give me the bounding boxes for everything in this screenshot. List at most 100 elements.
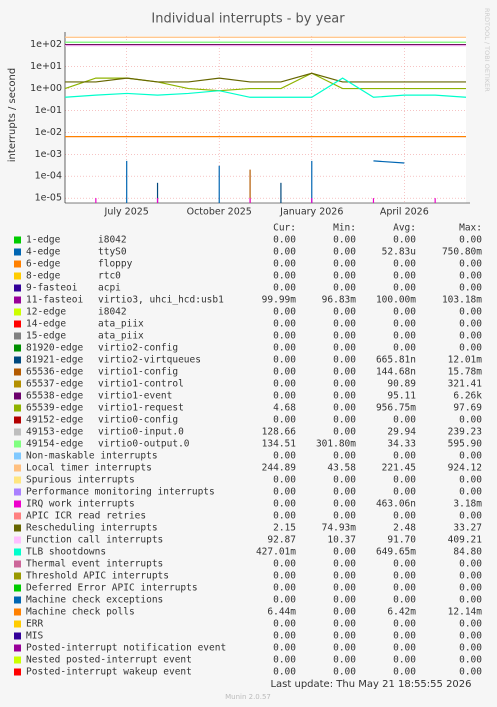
legend-stat: 301.80m (316, 439, 356, 450)
legend-stat: 0.00 (333, 247, 356, 258)
legend-stat: 0.00 (333, 403, 356, 414)
legend-stat: 0.00 (273, 271, 296, 282)
legend-desc: ttyS0 (98, 247, 127, 258)
legend-stat: 0.00 (333, 511, 356, 522)
legend-stat: 0.00 (393, 259, 416, 270)
legend-stat: 0.00 (273, 475, 296, 486)
legend-stat: 0.00 (393, 307, 416, 318)
legend-stat: 0.00 (333, 547, 356, 558)
legend-stat: 0.00 (273, 355, 296, 366)
x-tick-label: January 2026 (279, 207, 343, 218)
legend-swatch (14, 452, 21, 460)
legend-header: Max: (459, 223, 482, 234)
legend-swatch (14, 356, 21, 364)
side-label: RRDTOOL / TOBI OETIKER (483, 8, 491, 92)
legend-stat: 0.00 (273, 379, 296, 390)
legend-stat: 0.00 (459, 259, 482, 270)
legend-stat: 221.45 (382, 463, 416, 474)
legend-stat: 463.06n (376, 499, 416, 510)
legend-stat: 0.00 (459, 415, 482, 426)
legend-name: Nested posted-interrupt event (26, 655, 192, 666)
legend-swatch (14, 380, 21, 388)
legend-name: Rescheduling interrupts (26, 523, 158, 534)
legend-desc: acpi (98, 283, 121, 294)
legend-desc: i8042 (98, 235, 127, 246)
y-tick-label: 1e-05 (35, 193, 62, 204)
legend-stat: 0.00 (459, 331, 482, 342)
y-tick-label: 1e+02 (30, 39, 62, 50)
legend-stat: 321.41 (448, 379, 483, 390)
legend-stat: 3.18m (453, 499, 482, 510)
legend-stat: 95.11 (387, 391, 416, 402)
legend-swatch (14, 656, 21, 664)
y-axis-label: interrupts / second (7, 68, 18, 162)
legend-stat: 43.58 (327, 463, 356, 474)
legend-header: Avg: (393, 223, 416, 234)
legend-name: 8-edge (26, 271, 61, 282)
legend-stat: 0.00 (393, 487, 416, 498)
legend-swatch (14, 584, 21, 592)
legend-swatch (14, 596, 21, 604)
legend-stat: 0.00 (459, 559, 482, 570)
legend-stat: 0.00 (393, 451, 416, 462)
legend-name: Local timer interrupts (26, 463, 152, 474)
legend-name: 65536-edge (26, 367, 83, 378)
legend-stat: 244.89 (262, 463, 297, 474)
legend-stat: 99.99m (262, 295, 297, 306)
legend-stat: 0.00 (273, 247, 296, 258)
y-tick-label: 1e-01 (35, 105, 62, 116)
legend-stat: 0.00 (459, 667, 482, 678)
legend-name: 14-edge (26, 319, 66, 330)
legend-stat: 0.00 (273, 235, 296, 246)
legend-name: 65539-edge (26, 403, 83, 414)
legend-swatch (14, 512, 21, 520)
legend-swatch (14, 524, 21, 532)
legend-name: 11-fasteoi (26, 295, 83, 306)
legend-swatch (14, 440, 21, 448)
legend-stat: 0.00 (393, 475, 416, 486)
legend-desc: virtio2-config (98, 343, 178, 354)
legend-stat: 0.00 (333, 235, 356, 246)
legend-stat: 0.00 (333, 427, 356, 438)
legend-stat: 0.00 (333, 307, 356, 318)
legend-swatch (14, 404, 21, 412)
y-tick-label: 1e-02 (35, 127, 62, 138)
legend-desc: virtio2-virtqueues (98, 355, 201, 366)
legend-stat: 0.00 (393, 667, 416, 678)
legend-swatch (14, 536, 21, 544)
legend-stat: 74.93m (322, 523, 357, 534)
legend-stat: 0.00 (459, 319, 482, 330)
x-tick-label: July 2025 (104, 207, 149, 218)
legend-stat: 0.00 (333, 259, 356, 270)
version: Munin 2.0.57 (225, 693, 271, 701)
legend-stat: 15.78m (448, 367, 483, 378)
legend-stat: 649.65m (376, 547, 416, 558)
legend-stat: 0.00 (393, 583, 416, 594)
legend-swatch (14, 308, 21, 316)
legend-stat: 0.00 (273, 619, 296, 630)
legend-stat: 0.00 (333, 283, 356, 294)
legend-swatch (14, 644, 21, 652)
legend-name: APIC ICR read retries (26, 511, 146, 522)
legend-stat: 0.00 (393, 571, 416, 582)
legend-stat: 0.00 (333, 415, 356, 426)
legend-stat: 0.00 (333, 643, 356, 654)
legend-stat: 0.00 (273, 259, 296, 270)
legend-stat: 96.83m (322, 295, 357, 306)
legend-stat: 0.00 (273, 487, 296, 498)
legend-header: Cur: (273, 223, 296, 234)
legend-desc: ata_piix (98, 319, 144, 330)
legend-stat: 0.00 (333, 619, 356, 630)
plot-area (65, 36, 466, 203)
legend-stat: 0.00 (273, 499, 296, 510)
legend-stat: 0.00 (459, 583, 482, 594)
legend-name: 1-edge (26, 235, 61, 246)
legend-stat: 0.00 (273, 391, 296, 402)
legend-stat: 2.48 (393, 523, 416, 534)
legend-stat: 0.00 (393, 235, 416, 246)
legend-name: Performance monitoring interrupts (26, 487, 215, 498)
legend-stat: 0.00 (273, 667, 296, 678)
legend-swatch (14, 248, 21, 256)
legend-swatch (14, 428, 21, 436)
